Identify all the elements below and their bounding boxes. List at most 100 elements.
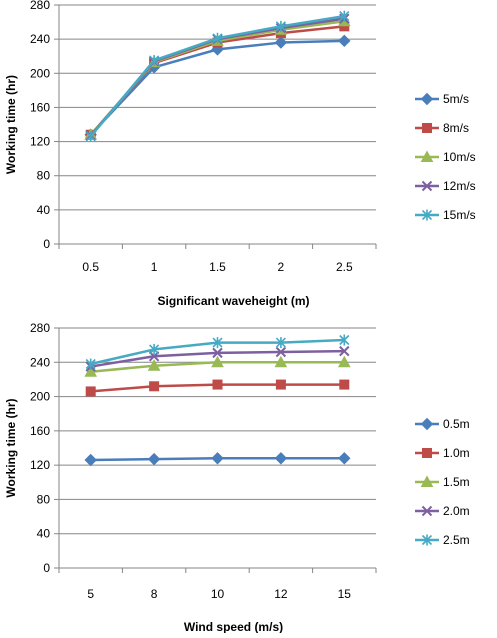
chart-1-legend-label: 12m/s	[443, 179, 476, 193]
chart-2-series-3-point	[147, 359, 161, 371]
chart-1-series-5-point	[275, 20, 286, 32]
chart-1-y-tick-label: 120	[30, 135, 50, 149]
chart-2-series-2-point	[212, 379, 223, 390]
chart-1-legend-item: 12m/s	[415, 179, 476, 193]
chart-1-legend-marker	[422, 123, 432, 133]
chart-1-legend: 5m/s 8m/s 10m/s 12m/s 15m/s	[415, 92, 476, 222]
chart-2-legend-marker	[421, 505, 433, 517]
chart-1-series-5-point	[85, 130, 96, 142]
chart-2-legend-item: 0.5m	[415, 417, 470, 431]
chart-2-series-5-point	[149, 343, 160, 355]
chart-2-x-tick-label: 5	[87, 587, 94, 601]
chart-2-series-1	[84, 452, 351, 467]
chart-1-x-tick-label: 2.5	[336, 260, 353, 274]
chart-2-legend-item: 1.5m	[415, 475, 470, 489]
chart-2-x-axis-title: Wind speed (m/s)	[184, 620, 283, 633]
chart-2-series-2-point	[149, 381, 160, 392]
chart-2-y-tick-label: 280	[30, 321, 50, 335]
chart-1-legend-label: 8m/s	[443, 121, 469, 135]
chart-2-legend-label: 2.0m	[443, 504, 470, 518]
chart-2-legend: 0.5m 1.0m 1.5m 2.0m 2.5m	[415, 417, 470, 547]
chart-2-series-5-point	[339, 334, 350, 346]
chart-1-legend-marker	[421, 180, 433, 192]
chart-1-series-5-point	[339, 10, 350, 22]
chart-1-y-tick-label: 40	[37, 203, 51, 217]
chart-1-series-1-point	[338, 34, 351, 48]
chart-2-y-tick-label: 80	[37, 492, 51, 506]
chart-2-legend-label: 0.5m	[443, 417, 470, 431]
chart-2-x-tick-label: 15	[338, 587, 352, 601]
chart-2-series-4-point	[339, 345, 350, 357]
chart-2-series-5	[85, 334, 350, 370]
chart-1-y-tick-label: 200	[30, 66, 50, 80]
chart-2-series-2-point	[275, 379, 286, 390]
chart-2-legend-marker	[420, 475, 434, 487]
chart-1-y-tick-label: 0	[43, 237, 50, 251]
chart-2-y-tick-label: 240	[30, 355, 50, 369]
chart-2-series-5-point	[212, 337, 223, 349]
chart-2-series-3-point	[274, 355, 288, 368]
chart-2-y-axis-title: Working time (hr)	[4, 398, 18, 497]
chart-2-series-3	[84, 355, 351, 377]
chart-2-y-tick-label: 160	[30, 424, 50, 438]
chart-1-x-tick-label: 2	[278, 260, 285, 274]
chart-2-legend-item: 1.0m	[415, 446, 470, 460]
chart-2-legend-marker	[422, 448, 432, 458]
chart-2-series-3-point	[84, 365, 98, 377]
chart-1-legend-marker	[420, 150, 434, 162]
chart-1-series-5	[85, 10, 350, 142]
chart-1-legend-item: 15m/s	[415, 208, 476, 222]
chart-1-x-tick-label: 0.5	[82, 260, 99, 274]
chart-2-y-tick-label: 0	[43, 561, 50, 575]
chart-2-series-5-point	[85, 358, 96, 370]
chart-2-x-tick-label: 8	[151, 587, 158, 601]
chart-1-series-1-point	[274, 36, 288, 49]
chart-2-y-tick-label: 40	[37, 527, 51, 541]
chart-2-series-1-point	[338, 452, 351, 465]
chart-2-y-tick-label: 200	[30, 390, 50, 404]
chart-2-legend-label: 2.5m	[443, 533, 470, 547]
chart-2-series-2	[85, 379, 350, 397]
chart-2-series-1-point	[84, 453, 97, 467]
chart-2-legend-label: 1.5m	[443, 475, 470, 489]
chart-1-legend-marker	[420, 92, 434, 106]
chart-2-legend-marker	[420, 417, 434, 431]
chart-2-series-2-point	[339, 379, 350, 390]
chart-2-series-3-point	[211, 355, 224, 368]
chart-1-x-tick-label: 1.5	[209, 260, 226, 274]
chart-2-series-1-point	[274, 452, 288, 465]
chart-1-legend-item: 5m/s	[415, 92, 469, 106]
chart-1-series-5-point	[212, 32, 223, 44]
chart-2-series-2-point	[85, 386, 96, 397]
chart-2-legend-item: 2.5m	[415, 533, 470, 547]
chart-1-series-5-point	[149, 54, 160, 66]
chart-2-series-1-point	[211, 452, 224, 465]
chart-2-series-5-point	[275, 337, 286, 349]
chart-1-y-tick-label: 80	[37, 169, 51, 183]
chart-1-legend-item: 10m/s	[415, 150, 476, 164]
chart-2-series-1-point	[147, 452, 161, 466]
chart-2-series-3-point	[337, 355, 351, 368]
chart-1-y-tick-label: 280	[30, 0, 50, 12]
chart-2-series-4-point	[275, 346, 287, 358]
chart-1: 0 40 80 120 160 200 240 280 0.5 1 1.5 2 2.5 Significa…	[4, 0, 476, 308]
chart-2-series-4-point	[212, 347, 223, 359]
chart-2-x-tick-label: 10	[211, 587, 225, 601]
chart-1-legend-marker	[421, 209, 433, 221]
chart-1-series-1	[84, 34, 351, 141]
chart-2-legend-label: 1.0m	[443, 446, 470, 460]
chart-1-x-axis-title: Significant waveheight (m)	[157, 294, 309, 308]
chart-1-y-tick-label: 160	[30, 100, 50, 114]
chart-2-legend-item: 2.0m	[415, 504, 470, 518]
chart-1-legend-label: 15m/s	[443, 208, 476, 222]
chart-2-x-tick-label: 12	[274, 587, 288, 601]
chart-2-legend-marker	[421, 534, 433, 546]
chart-1-legend-label: 5m/s	[443, 92, 469, 106]
chart-1-y-tick-label: 240	[30, 32, 50, 46]
chart-1-y-axis-title: Working time (hr)	[4, 75, 18, 174]
chart-2-y-tick-label: 120	[30, 458, 50, 472]
chart-2: 0 40 80 120 160 200 240 280 5 8 10 12 15 Wind speed (…	[4, 321, 470, 634]
chart-1-legend-item: 8m/s	[415, 121, 469, 135]
